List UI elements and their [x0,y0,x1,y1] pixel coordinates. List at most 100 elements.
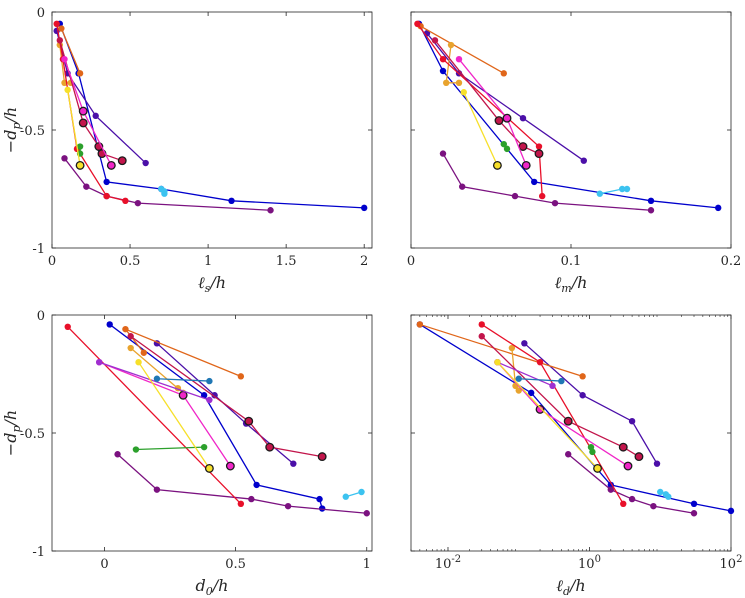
series-cyan [158,185,168,197]
data-point [416,321,424,328]
series-cyan [657,488,672,500]
data-point [551,199,559,207]
data-point [53,20,60,27]
data-point [140,349,148,356]
data-point [460,89,467,96]
y-tick-label: 0 [37,6,45,21]
series-orange [58,25,84,77]
x-tick-label: 10-2 [435,554,461,572]
data-point [503,145,511,153]
plot-frame [51,314,373,552]
series-line [434,39,540,155]
data-point [580,157,587,164]
x-tick-label: 0.5 [120,254,141,269]
y-tick-label: -1 [32,242,45,257]
data-point [564,451,572,458]
data-point [439,150,447,157]
series-line [130,335,323,458]
data-point [161,190,168,197]
series-teal [153,375,213,385]
data-point [127,333,134,340]
data-point [515,375,522,382]
data-point [653,460,661,467]
series-crimson [431,37,544,159]
data-point [439,56,447,63]
data-point [58,25,65,32]
x-axis-label: d0/h [196,576,229,598]
series-line [99,361,210,401]
plot-area [414,20,722,214]
data-point [528,389,535,397]
data-point [103,192,110,200]
data-point [153,486,161,493]
series-dark-purple [564,451,698,517]
x-tick-label: 0.1 [561,254,582,269]
data-point [83,183,90,190]
series-green [500,140,511,153]
series-blue [106,321,326,512]
series-cyan [596,185,631,197]
data-point [515,387,522,394]
data-point [414,20,421,27]
data-point [455,56,463,63]
data-point [492,160,502,170]
series-line [496,361,599,469]
data-point [316,495,323,503]
x-tick-label: 1 [363,557,371,572]
data-point [494,116,504,126]
data-point [647,207,655,214]
series-line [497,361,553,387]
data-point [647,197,655,204]
data-point [78,106,88,116]
data-point [521,340,528,347]
data-point [135,359,142,366]
series-line [463,91,498,166]
data-point [623,461,633,471]
x-tick-label: 1 [204,254,212,269]
x-tick-label: 0.2 [721,254,742,269]
data-point [318,505,326,512]
data-point [358,488,365,496]
data-point [61,155,68,162]
series-line [426,32,585,162]
series-magenta [61,56,116,170]
data-point [244,416,254,426]
data-point [519,115,527,122]
data-point [500,140,507,148]
data-point [563,416,573,426]
series-line [60,28,81,74]
series-line [67,326,242,505]
panel-bottom-left: 0 0.5 1 0 -0.5 -1 d0/h −dp/h [1,309,373,598]
series-green [587,443,596,456]
series-yellow [460,89,502,170]
data-point [76,70,84,77]
series-line [419,323,583,377]
y-tick-label: -1 [32,545,45,560]
data-point [619,185,626,193]
data-point [439,67,447,75]
x-axis-label: ℓs/h [198,273,226,295]
x-tick-label: 100 [578,554,601,572]
series-yellow [135,359,214,473]
data-point [459,183,466,190]
data-point [76,143,84,150]
data-point [78,118,88,128]
data-point [478,321,485,328]
data-point [114,451,121,458]
series-line [156,378,210,382]
series-orange [122,325,245,380]
data-point [657,488,664,496]
data-point [620,500,627,507]
series-line [59,23,365,209]
data-point [607,486,614,493]
data-point [317,452,327,462]
panel-top-right: 0 0.1 0.2 ℓm/h [407,11,742,295]
data-point [536,359,544,366]
data-point [539,192,546,200]
data-point [248,495,255,503]
series-orange [416,321,586,380]
data-point [106,321,113,328]
data-point [253,481,260,489]
x-tick-label: 102 [720,554,743,572]
